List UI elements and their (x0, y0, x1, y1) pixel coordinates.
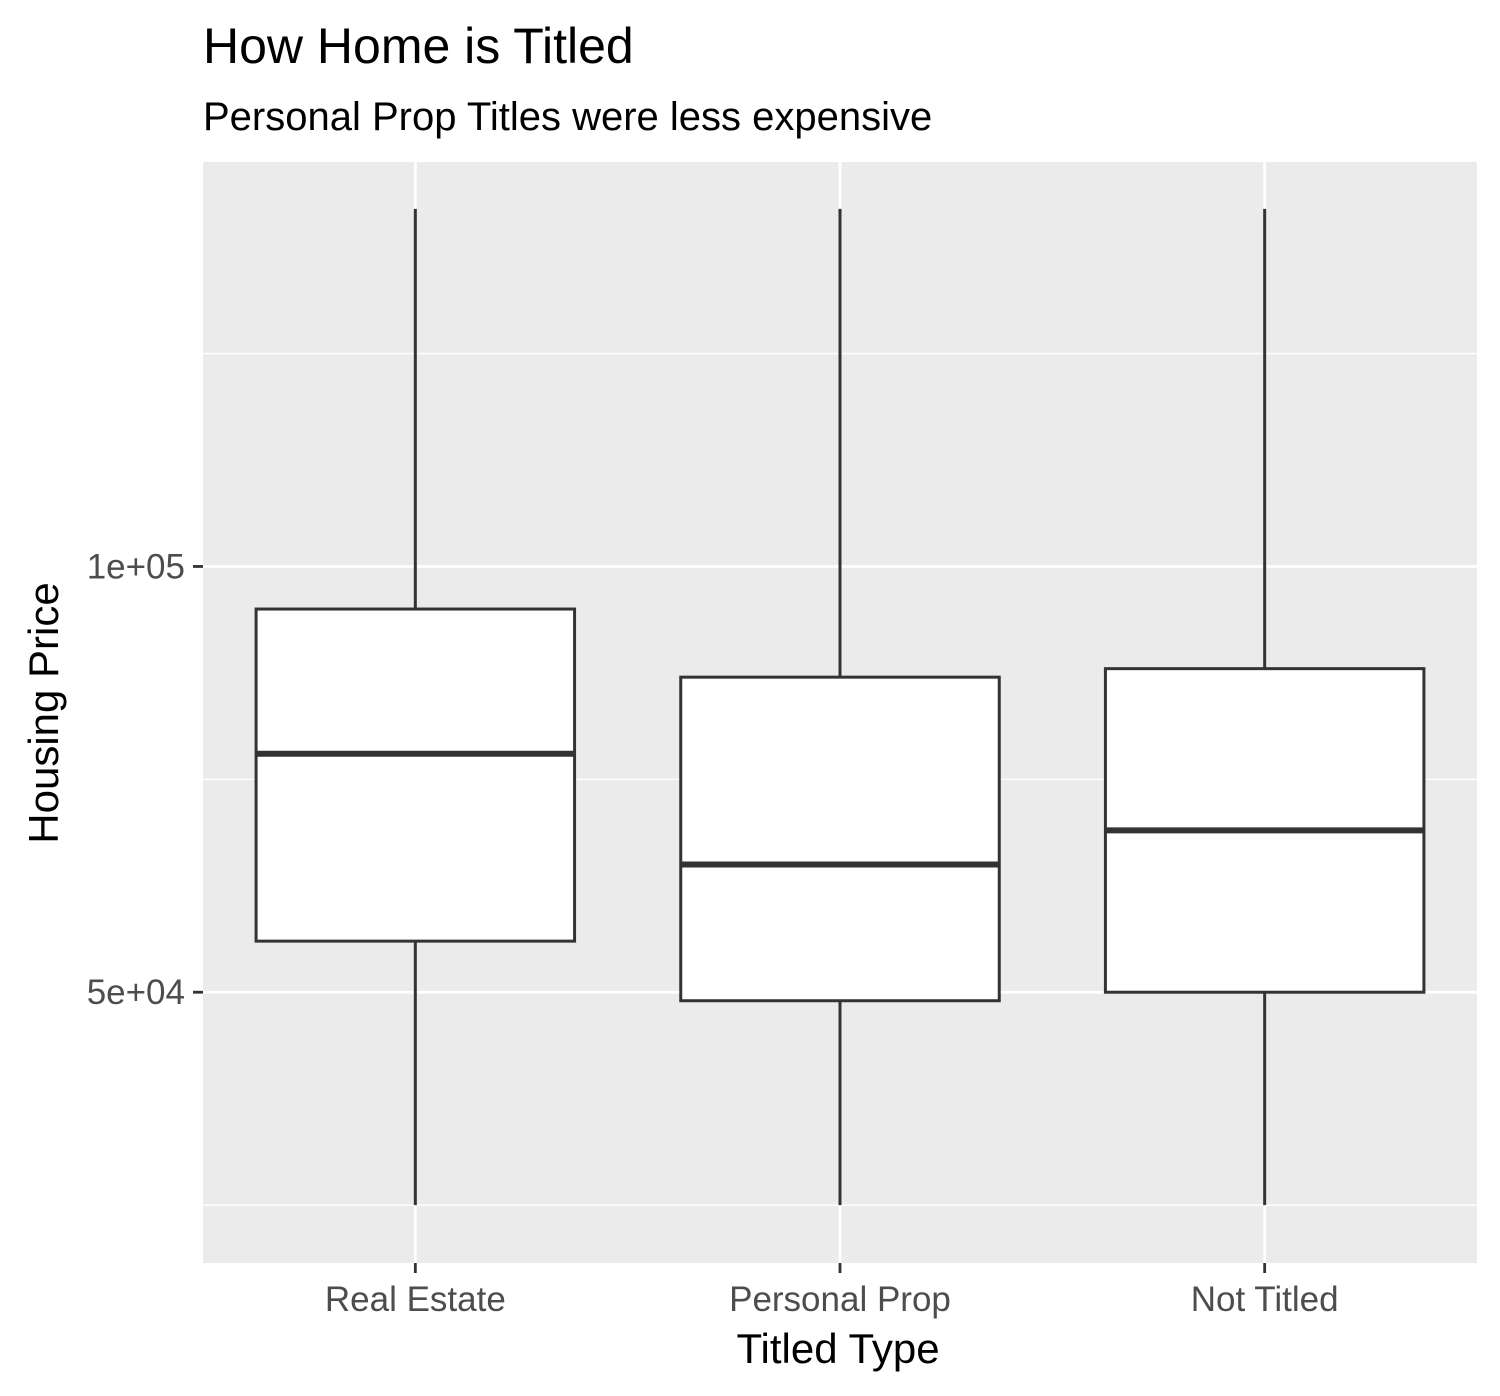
chart-title: How Home is Titled (203, 18, 634, 74)
x-tick-label: Personal Prop (729, 1280, 951, 1319)
box-group (254, 208, 577, 1206)
box-group (1103, 208, 1426, 1206)
chart-subtitle: Personal Prop Titles were less expensive (203, 95, 932, 139)
x-tick-label: Real Estate (325, 1280, 506, 1319)
y-tick-label: 1e+05 (87, 547, 185, 586)
y-axis-title: Housing Price (20, 582, 67, 843)
box-iqr (679, 675, 1001, 1003)
box-series (254, 208, 1426, 1206)
y-tick-label: 5e+04 (87, 973, 185, 1012)
x-axis-title: Titled Type (736, 1325, 939, 1372)
box-group (679, 208, 1001, 1206)
axes: 5e+04 1e+05 Real Estate Personal Prop Not Ti… (87, 547, 1339, 1319)
x-tick-label: Not Titled (1191, 1280, 1339, 1319)
box-iqr (254, 607, 577, 943)
